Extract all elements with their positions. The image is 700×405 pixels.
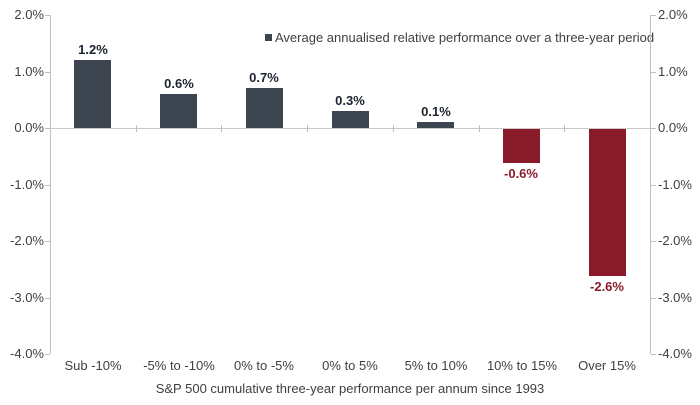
x-axis-category-label: 5% to 10% [404,358,468,373]
zero-line [50,128,650,129]
y-axis-right-line [650,15,651,354]
y-tick-left [45,354,50,355]
bar-negative [503,129,540,163]
category-tick [221,125,222,132]
category-tick [479,125,480,132]
x-axis-category-label: 0% to -5% [234,358,294,373]
y-axis-label-left: -4.0% [10,346,44,361]
x-axis-category-label: Sub -10% [64,358,122,373]
bar-negative [589,129,626,276]
y-axis-label-right: -3.0% [658,290,692,305]
bar-positive [246,88,283,128]
category-tick [564,125,565,132]
y-axis-label-right: 2.0% [658,7,688,22]
y-tick-left [45,15,50,16]
y-axis-label-left: -2.0% [10,233,44,248]
y-axis-left-line [50,15,51,354]
x-axis-category-label: Over 15% [578,358,636,373]
y-tick-left [45,185,50,186]
category-tick [393,125,394,132]
x-axis-category-label: -5% to -10% [143,358,215,373]
y-tick-left [45,72,50,73]
y-tick-right [651,128,656,129]
y-tick-right [651,15,656,16]
y-axis-label-right: 0.0% [658,120,688,135]
y-axis-label-right: -4.0% [658,346,692,361]
legend-square-icon [265,34,272,41]
x-axis-category-label: 10% to 15% [486,358,558,373]
bar-value-label: -0.6% [504,166,538,181]
y-tick-right [651,72,656,73]
x-axis-title: S&P 500 cumulative three-year performanc… [155,381,545,396]
legend: Average annualised relative performance … [265,30,654,45]
y-tick-right [651,185,656,186]
x-axis-category-label: 0% to 5% [322,358,378,373]
y-axis-label-left: 1.0% [14,64,44,79]
bar-value-label: 0.3% [335,93,365,108]
y-axis-label-left: -1.0% [10,177,44,192]
y-tick-left [45,241,50,242]
y-axis-label-left: 2.0% [14,7,44,22]
bar-positive [417,122,454,128]
y-axis-label-right: -2.0% [658,233,692,248]
bar-value-label: 1.2% [78,42,108,57]
y-tick-left [45,128,50,129]
bar-value-label: 0.1% [421,104,451,119]
bar-positive [74,60,111,128]
bar-positive [160,94,197,128]
y-axis-label-left: 0.0% [14,120,44,135]
y-tick-right [651,241,656,242]
category-tick [307,125,308,132]
bar-positive [332,111,369,128]
y-axis-label-right: -1.0% [658,177,692,192]
bar-value-label: 0.7% [249,70,279,85]
y-tick-left [45,298,50,299]
legend-label: Average annualised relative performance … [275,29,655,45]
y-axis-label-left: -3.0% [10,290,44,305]
y-tick-right [651,354,656,355]
bar-value-label: 0.6% [164,76,194,91]
bar-value-label: -2.6% [590,279,624,294]
y-tick-right [651,298,656,299]
category-tick [136,125,137,132]
y-axis-label-right: 1.0% [658,64,688,79]
